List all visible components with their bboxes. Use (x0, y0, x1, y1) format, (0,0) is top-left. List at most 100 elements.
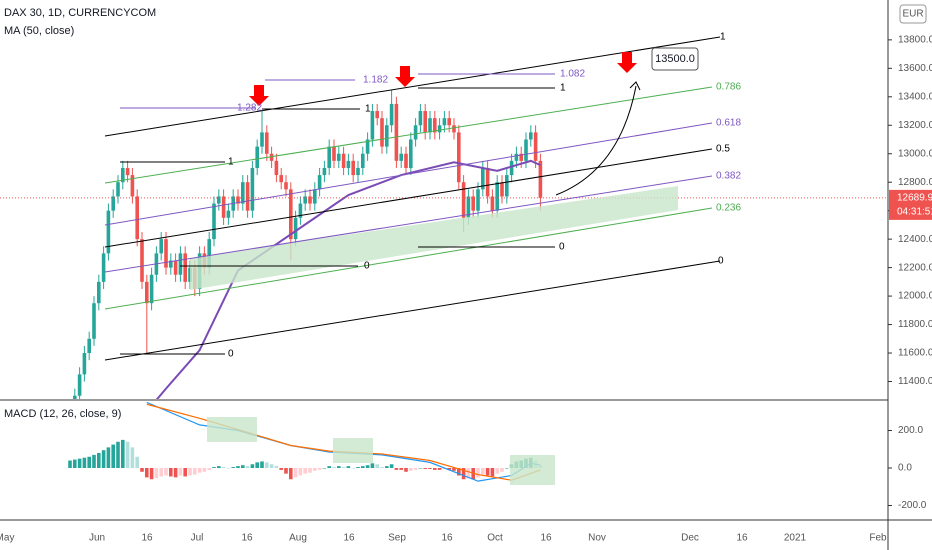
candle-body (250, 167, 255, 211)
histogram-bar (226, 468, 231, 469)
channel-line (104, 175, 713, 273)
histogram-bar (447, 468, 451, 470)
candle-body (130, 175, 135, 197)
level-label: 1 (720, 32, 726, 43)
candle-body (289, 189, 293, 240)
candle-body (485, 167, 490, 197)
histogram-bar (265, 462, 269, 469)
histogram-bar (505, 468, 509, 469)
y-tick-label: 13000.0 (898, 148, 932, 159)
macd-zone (207, 417, 257, 442)
candle-body (500, 182, 504, 197)
channel-line (104, 86, 713, 184)
candle-body (490, 196, 495, 211)
candle-body (457, 132, 461, 183)
macd-zone (510, 455, 555, 485)
histogram-bar (399, 468, 403, 470)
histogram-bar (97, 453, 101, 469)
candle-body (298, 203, 303, 218)
histogram-bar (260, 461, 264, 469)
histogram-bar (452, 468, 456, 471)
candle-body (519, 153, 523, 161)
x-tick-label: 16 (540, 533, 552, 544)
macd-zone (333, 438, 373, 463)
candle-body (145, 281, 149, 304)
candle-body (236, 196, 240, 204)
histogram-bar (197, 468, 202, 473)
level-label: 1.082 (560, 69, 585, 80)
candle-body (260, 132, 264, 147)
countdown: 04:31:51 (897, 207, 932, 218)
candle-body (125, 167, 130, 176)
y-tick-label: 12400.0 (898, 234, 932, 245)
histogram-bar (298, 468, 303, 476)
channel-line (104, 260, 721, 361)
candle-body (183, 253, 187, 282)
candle-body (77, 374, 82, 396)
histogram-bar (250, 464, 255, 469)
histogram-bar (202, 468, 207, 472)
candle-body (101, 253, 106, 282)
histogram-bar (409, 468, 413, 471)
x-tick-label: Dec (681, 533, 699, 544)
candle-body (538, 160, 543, 198)
histogram-bar (317, 468, 322, 470)
y-tick-label: 12000.0 (898, 291, 932, 302)
histogram-bar (183, 468, 187, 477)
down-arrow (617, 52, 637, 73)
histogram-bar (466, 468, 471, 479)
candle-body (116, 182, 120, 197)
candle-body (370, 111, 375, 140)
candle-body (423, 111, 427, 133)
histogram-bar (101, 450, 106, 469)
y-tick-label: 11400.0 (898, 376, 932, 387)
x-tick-label: 2021 (784, 533, 807, 544)
candle-body (356, 167, 360, 176)
candle-body (226, 210, 231, 218)
currency[interactable]: EUR (902, 9, 923, 20)
histogram-bar (413, 468, 418, 470)
histogram-bar (365, 465, 370, 469)
histogram-bar (154, 468, 159, 479)
candle-body (461, 182, 466, 218)
level-label: 0 (559, 242, 565, 253)
y-tick-label: 11600.0 (898, 348, 932, 359)
level-label: 0.618 (716, 118, 741, 129)
candle-body (313, 189, 317, 204)
histogram-bar (308, 468, 312, 473)
candle-body (409, 139, 413, 168)
histogram-bar (303, 468, 307, 474)
y-tick-label: 13400.0 (898, 91, 932, 102)
histogram-bar (389, 464, 394, 469)
histogram-bar (140, 468, 144, 472)
histogram-bar (130, 447, 135, 469)
candle-body (399, 153, 403, 161)
candle-body (178, 253, 183, 275)
level-label: 1.182 (363, 75, 388, 86)
candle-body (73, 395, 77, 399)
candle-body (121, 167, 125, 183)
price-pane (0, 89, 888, 399)
candle-body (241, 182, 245, 204)
macd-tick-label: 200.0 (898, 425, 923, 436)
channel-line (104, 36, 721, 137)
histogram-bar (111, 444, 115, 469)
target-label: 13500.0 (655, 53, 695, 65)
candle-body (279, 175, 283, 183)
candle-body (284, 182, 288, 190)
histogram-bar (255, 462, 259, 469)
x-tick-label: 16 (141, 533, 153, 544)
level-label: 1 (560, 83, 566, 94)
histogram-bar (380, 467, 384, 469)
histogram-bar (437, 468, 442, 470)
histogram-bar (461, 468, 466, 480)
histogram-bar (346, 466, 351, 469)
zone (190, 186, 678, 290)
candle-body (442, 118, 447, 126)
currency-button[interactable] (899, 4, 927, 24)
callout-box (651, 47, 699, 71)
histogram-bar (169, 468, 173, 477)
histogram-bar (500, 468, 504, 472)
